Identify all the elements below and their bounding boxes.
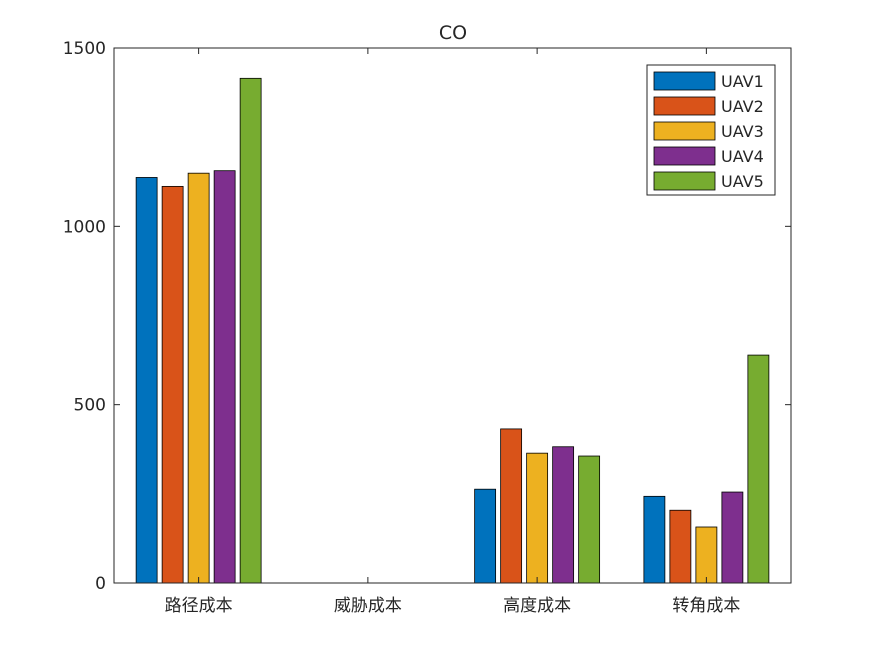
bar-uav5-4	[747, 354, 770, 584]
bar-uav4-4	[721, 491, 744, 584]
y-tick-label: 0	[95, 574, 106, 594]
x-tick-label: 高度成本	[503, 596, 571, 616]
x-tick-label: 转角成本	[672, 596, 740, 616]
bar-uav3-4	[695, 526, 718, 584]
legend-swatch-uav3	[653, 121, 716, 141]
bar-uav3-3	[526, 452, 549, 584]
bar-uav2-4	[669, 509, 692, 584]
bar-uav5-1	[239, 77, 262, 584]
legend-swatch-uav1	[653, 71, 716, 91]
legend-label-uav3: UAV3	[721, 122, 764, 141]
y-tick-label: 500	[74, 396, 106, 416]
bar-uav3-1	[187, 172, 210, 584]
bar-uav4-3	[552, 446, 575, 584]
bar-uav4-1	[213, 170, 236, 584]
x-tick-label: 威胁成本	[334, 596, 402, 616]
x-tick-label: 路径成本	[165, 596, 233, 616]
legend-swatch-uav2	[653, 96, 716, 116]
legend-swatch-uav5	[653, 171, 716, 191]
bar-uav1-3	[474, 488, 497, 584]
legend-label-uav4: UAV4	[721, 147, 764, 166]
legend-label-uav5: UAV5	[721, 172, 764, 191]
bar-uav1-4	[643, 495, 666, 584]
bar-uav2-1	[161, 185, 184, 584]
axes-frame	[113, 47, 792, 584]
legend-swatch-uav4	[653, 146, 716, 166]
bar-uav1-1	[135, 177, 158, 584]
bar-uav2-3	[500, 428, 523, 584]
y-tick-label: 1500	[63, 39, 106, 59]
legend: UAV1 UAV2 UAV3 UAV4 UAV5	[646, 64, 776, 196]
legend-label-uav2: UAV2	[721, 97, 764, 116]
y-tick-label: 1000	[63, 217, 106, 237]
chart-title: CO	[439, 22, 467, 44]
bar-uav5-3	[578, 455, 601, 584]
legend-label-uav1: UAV1	[721, 72, 764, 91]
